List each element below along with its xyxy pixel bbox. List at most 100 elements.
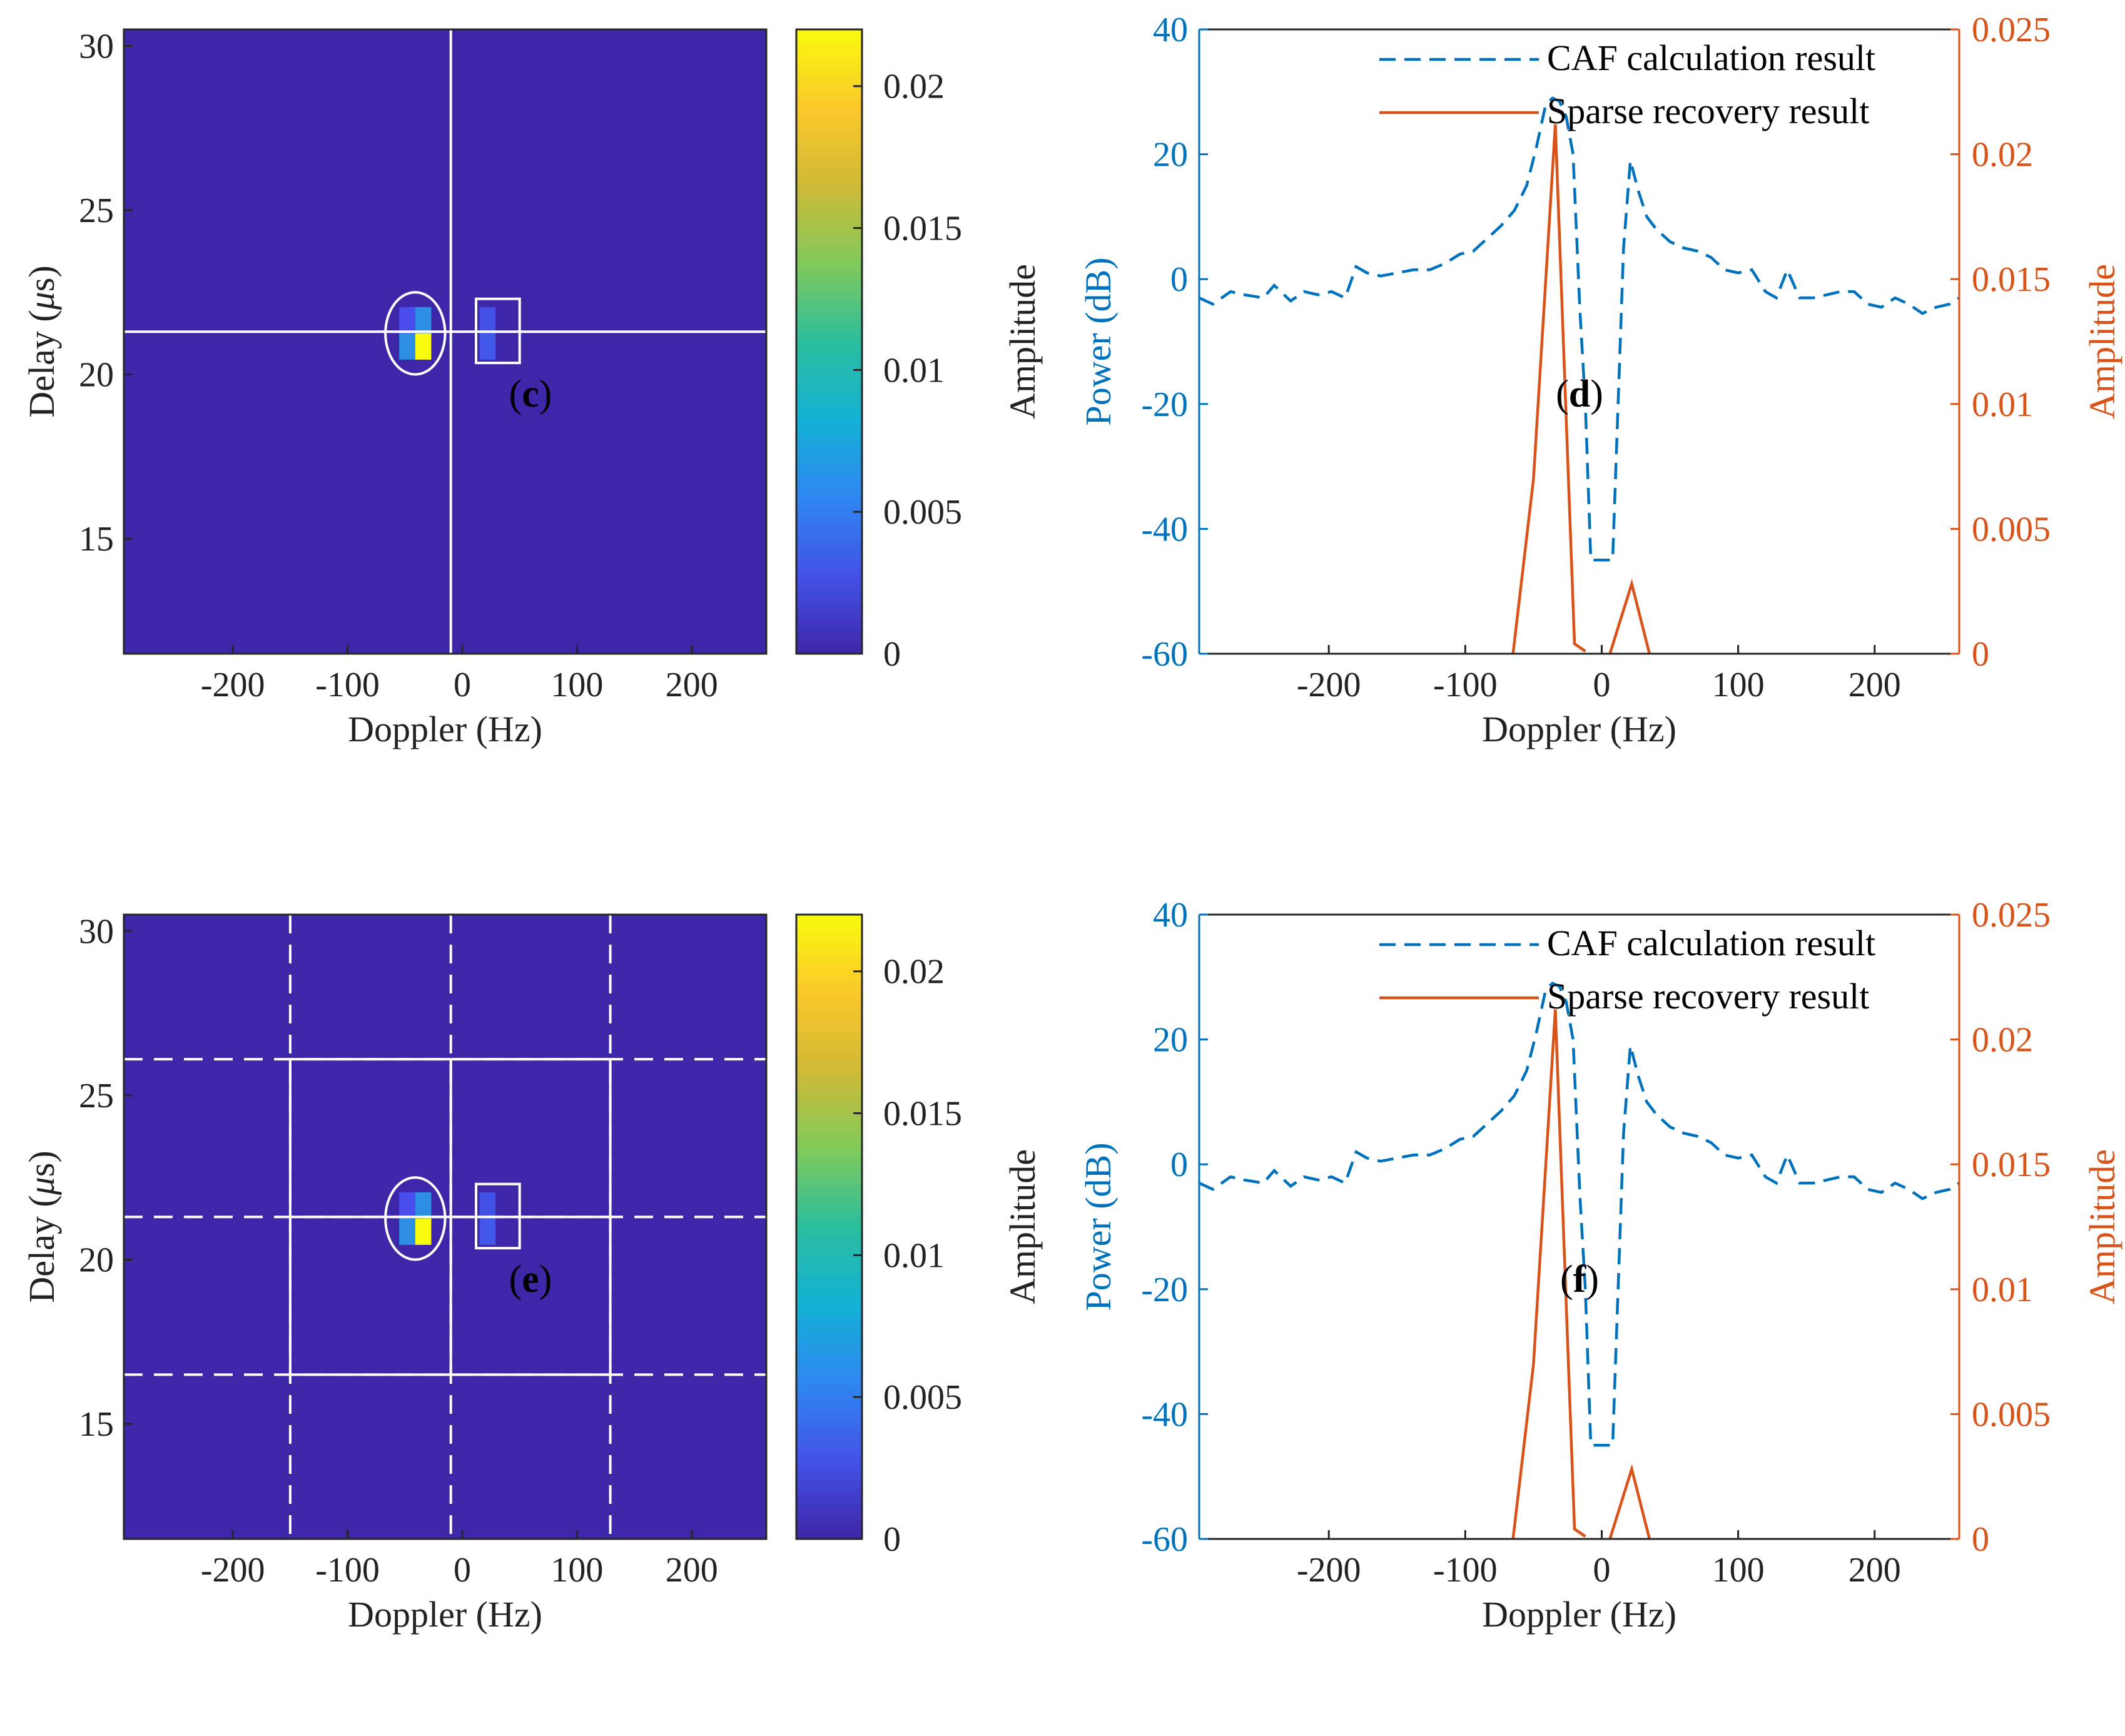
x-tick-label: 200	[1849, 1551, 1901, 1590]
x-axis-label: Doppler (Hz)	[348, 709, 542, 749]
colorbar-tick-label: 0.02	[883, 68, 945, 106]
panel-label-e: (e)	[509, 1258, 552, 1301]
right-y-tick-label: 0	[1972, 635, 1989, 674]
x-tick-label: 0	[1593, 666, 1610, 704]
left-y-tick-label: -40	[1141, 510, 1188, 549]
y-tick-label: 30	[79, 27, 114, 66]
heatmap-cell	[479, 307, 496, 333]
right-y-tick-label: 0.005	[1972, 1395, 2051, 1434]
x-tick-label: 200	[666, 666, 718, 704]
panel-label-close-paren: )	[1590, 373, 1603, 415]
x-tick-label: -200	[1297, 666, 1361, 704]
left-y-tick-label: -40	[1141, 1395, 1188, 1434]
y-tick-label: 15	[79, 520, 114, 559]
right-y-tick-label: 0.005	[1972, 510, 2051, 549]
left-y-tick-label: 0	[1170, 1145, 1188, 1184]
panel-label-letter: d	[1569, 373, 1590, 415]
panel-label-f: (f)	[1560, 1258, 1599, 1301]
y-axis-label-suffix: s)	[21, 265, 62, 292]
colorbar-label: Amplitude	[1002, 1149, 1043, 1304]
legend-sparse-label: Sparse recovery result	[1547, 976, 1869, 1017]
left-y-tick-label: -20	[1141, 385, 1188, 424]
panel-label-letter: e	[522, 1258, 539, 1301]
left-y-tick-label: -60	[1141, 635, 1188, 674]
panel-e: -200 -100 0 100 200 15 20 25 30 Doppler (Hz) Delay…	[21, 912, 1043, 1635]
sparse-series-line	[1608, 1463, 1651, 1539]
left-y-tick-label: 40	[1153, 896, 1188, 935]
right-y-tick-label: 0.025	[1972, 11, 2051, 49]
sparse-series-line	[1608, 578, 1651, 654]
x-tick-label: -200	[201, 1551, 265, 1590]
heatmap-cell	[399, 1192, 415, 1219]
right-y-tick-label: 0.02	[1972, 136, 2033, 175]
x-axis-label: Doppler (Hz)	[1482, 1594, 1676, 1635]
heatmap-cell	[479, 1192, 496, 1219]
heatmap-cell	[415, 333, 432, 360]
target-ellipse	[384, 1176, 447, 1261]
heatmap-cell	[479, 333, 496, 360]
heatmap-cell	[415, 1192, 432, 1219]
x-tick-label: -200	[1297, 1551, 1361, 1590]
axes-frame	[123, 28, 768, 655]
x-tick-label: 100	[550, 1551, 603, 1590]
panel-label-close-paren: )	[539, 1258, 552, 1301]
heatmap-cell	[399, 333, 415, 360]
left-y-tick-label: -20	[1141, 1271, 1188, 1309]
y-axis-label-symbol: μ	[21, 292, 62, 310]
right-y-axis-label: Amplitude	[2082, 1149, 2122, 1304]
x-axis-label: Doppler (Hz)	[348, 1594, 542, 1635]
x-tick-label: 0	[454, 1551, 471, 1590]
left-y-tick-label: 20	[1153, 136, 1188, 175]
sparse-series-line	[1511, 124, 1586, 654]
x-tick-label: -100	[1433, 1551, 1498, 1590]
panel-c: -200 -100 0 100 200 15 20 25 30 Doppler (Hz) Delay…	[21, 27, 1043, 749]
y-axis-label: Delay (μs)	[21, 265, 62, 417]
y-tick-label: 30	[79, 912, 114, 951]
colorbar-tick-label: 0.02	[883, 953, 945, 992]
heatmap-cell	[415, 1218, 432, 1245]
y-axis-label-prefix: Delay (	[21, 1195, 62, 1302]
left-y-axis-label: Power (dB)	[1078, 257, 1118, 425]
left-y-tick-label: 20	[1153, 1021, 1188, 1060]
x-tick-label: 100	[1712, 666, 1765, 704]
y-tick-label: 25	[79, 1077, 114, 1115]
panel-label-letter: f	[1573, 1258, 1587, 1301]
legend-sparse-label: Sparse recovery result	[1547, 91, 1869, 131]
y-tick-label: 15	[79, 1405, 114, 1444]
x-tick-label: -100	[315, 1551, 380, 1590]
left-y-axis-label: Power (dB)	[1078, 1142, 1118, 1311]
panel-label-d: (d)	[1556, 373, 1603, 415]
colorbar-tick-label: 0	[883, 1520, 901, 1559]
y-axis-label-prefix: Delay (	[21, 310, 62, 417]
panel-label-open-paren: (	[509, 1258, 522, 1301]
left-y-tick-label: 40	[1153, 11, 1188, 49]
right-y-axis-label: Amplitude	[2082, 264, 2122, 419]
colorbar-tick-label: 0.015	[883, 210, 962, 248]
left-y-tick-label: 0	[1170, 260, 1188, 299]
heatmap-cell	[415, 307, 432, 333]
heatmap-cell	[479, 1218, 496, 1245]
heatmap-cell	[399, 307, 415, 333]
heatmap-cell	[399, 1218, 415, 1245]
axes-frame	[123, 913, 768, 1540]
panel-label-close-paren: )	[539, 373, 552, 415]
right-y-tick-label: 0.02	[1972, 1021, 2033, 1060]
y-tick-label: 20	[79, 356, 114, 395]
x-tick-label: -200	[201, 666, 265, 704]
left-y-tick-label: -60	[1141, 1520, 1188, 1559]
panel-d: -200 -100 0 100 200-60-40-200204000.0050.010…	[1078, 11, 2122, 749]
right-y-tick-label: 0.01	[1972, 385, 2033, 424]
panel-label-open-paren: (	[1556, 373, 1569, 415]
x-tick-label: 100	[1712, 1551, 1765, 1590]
colorbar-tick-label: 0.01	[883, 1236, 945, 1275]
colorbar	[795, 28, 863, 655]
panel-label-open-paren: (	[509, 373, 522, 415]
x-tick-label: -100	[315, 666, 380, 704]
x-tick-label: 200	[1849, 666, 1901, 704]
colorbar-tick-label: 0.005	[883, 1378, 962, 1417]
colorbar-label: Amplitude	[1002, 264, 1043, 419]
panel-label-letter: c	[522, 373, 539, 415]
right-y-tick-label: 0.015	[1972, 260, 2051, 299]
right-y-tick-label: 0.01	[1972, 1271, 2033, 1309]
